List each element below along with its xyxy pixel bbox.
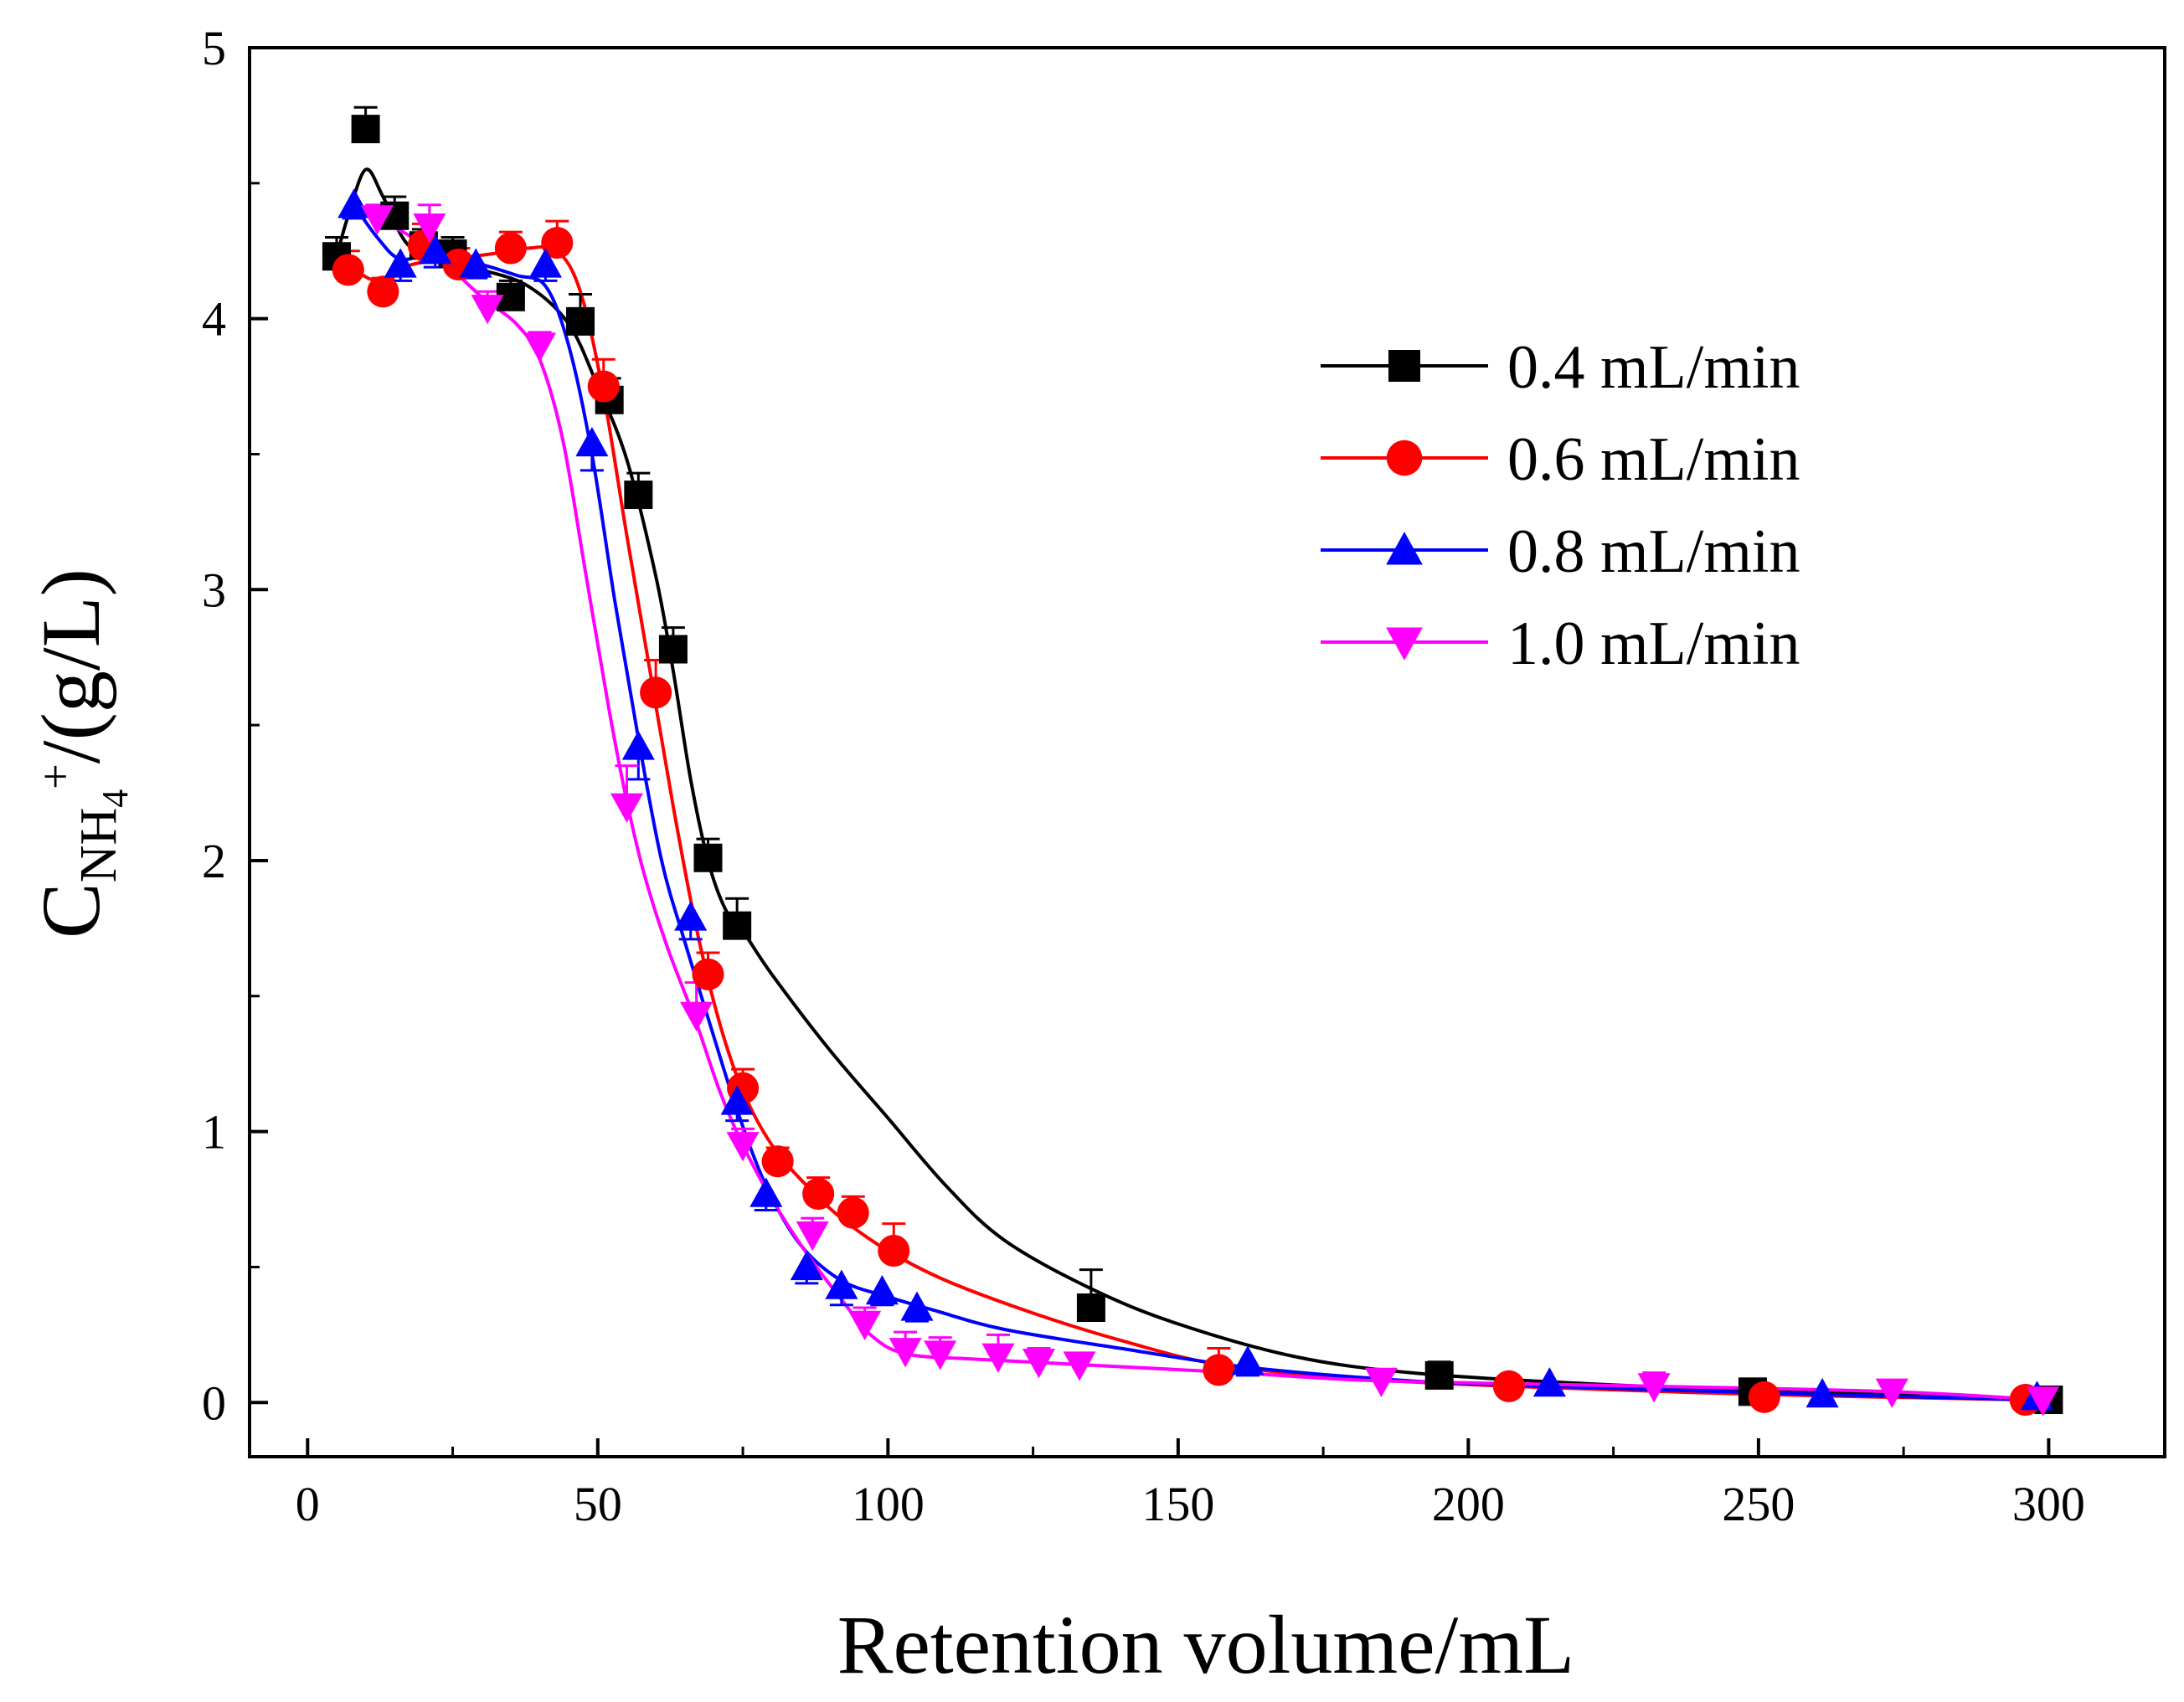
- x-tick-label: 250: [1722, 1477, 1795, 1531]
- data-point-series-3: [796, 1221, 829, 1252]
- y-tick-label: 3: [202, 563, 226, 617]
- data-point-series-1: [761, 1145, 794, 1178]
- data-point-series-3: [1875, 1378, 1908, 1408]
- data-point-series-3: [610, 793, 644, 823]
- error-bars: [324, 105, 2061, 1407]
- data-point-series-1: [1203, 1354, 1235, 1386]
- x-tick-label: 50: [574, 1477, 622, 1531]
- y-tick-label: 0: [202, 1375, 226, 1430]
- data-point-series-3: [726, 1132, 760, 1162]
- y-axis-title-main: C: [24, 882, 117, 938]
- data-point-series-0: [624, 481, 653, 510]
- y-axis-title-sup: +: [30, 764, 80, 789]
- data-point-series-2: [790, 1250, 823, 1281]
- y-axis-ticks: 0 1 2 3 4 5: [202, 21, 268, 1430]
- data-point-series-3: [1022, 1349, 1056, 1379]
- data-markers: [322, 115, 2063, 1417]
- y-axis-title-subsub: 4: [95, 789, 136, 808]
- legend-label: 0.6 mL/min: [1507, 425, 1800, 494]
- data-point-series-2: [575, 426, 609, 457]
- x-tick-label: 150: [1141, 1477, 1214, 1531]
- fit-line-series-1: [347, 244, 2026, 1402]
- data-point-series-1: [878, 1234, 910, 1268]
- data-point-series-3: [1063, 1351, 1096, 1381]
- data-point-series-2: [459, 248, 492, 278]
- plot-frame: [248, 46, 2166, 1458]
- data-point-series-1: [541, 226, 574, 260]
- data-point-series-2: [419, 234, 452, 265]
- data-point-series-1: [367, 275, 399, 308]
- data-point-series-2: [900, 1291, 934, 1321]
- data-point-series-0: [351, 115, 380, 144]
- x-axis-title: Retention volume/mL: [837, 1598, 1574, 1691]
- x-tick-label: 200: [1432, 1477, 1505, 1531]
- data-point-series-2: [720, 1085, 754, 1115]
- data-point-series-1: [837, 1196, 869, 1229]
- data-point-series-2: [1805, 1378, 1839, 1408]
- x-axis-ticks: 0 50 100 150 200 250 300: [296, 1438, 2085, 1531]
- data-point-series-0: [693, 843, 723, 872]
- legend-label: 1.0 mL/min: [1507, 609, 1800, 678]
- x-tick-label: 300: [2012, 1477, 2085, 1531]
- data-point-series-3: [889, 1338, 922, 1368]
- data-point-series-0: [1424, 1360, 1454, 1390]
- x-tick-label: 100: [852, 1477, 925, 1531]
- y-tick-label: 2: [202, 834, 226, 888]
- data-point-series-2: [337, 188, 371, 219]
- legend-label: 0.8 mL/min: [1507, 517, 1800, 586]
- data-point-series-0: [1076, 1293, 1105, 1322]
- data-point-series-2: [621, 730, 655, 760]
- legend-marker: [1386, 532, 1423, 565]
- data-point-series-3: [680, 1001, 713, 1031]
- legend-label: 0.4 mL/min: [1507, 333, 1800, 402]
- data-point-series-2: [1532, 1367, 1566, 1397]
- y-tick-label: 1: [202, 1105, 226, 1160]
- data-point-series-3: [1637, 1373, 1671, 1403]
- y-axis-title-sub: NH: [70, 808, 127, 883]
- data-point-series-3: [1364, 1367, 1398, 1397]
- svg-text:CNH4+/(g/L): CNH4 +/(g/L): [24, 568, 136, 938]
- data-point-series-0: [658, 635, 688, 664]
- data-point-series-3: [924, 1340, 957, 1370]
- data-point-series-2: [674, 901, 708, 931]
- y-tick-label: 4: [202, 292, 226, 347]
- data-point-series-3: [413, 213, 446, 244]
- data-point-series-2: [749, 1177, 783, 1207]
- data-point-series-3: [360, 205, 394, 235]
- y-axis-title: CNH4 +/(g/L): [24, 568, 136, 938]
- data-point-series-2: [1231, 1345, 1265, 1375]
- data-point-series-0: [723, 911, 752, 940]
- data-point-series-1: [1748, 1381, 1780, 1413]
- data-point-series-3: [2026, 1386, 2060, 1417]
- data-point-series-1: [692, 958, 724, 990]
- legend-marker: [1388, 350, 1420, 382]
- data-point-series-1: [587, 370, 620, 403]
- data-point-series-3: [523, 332, 557, 363]
- data-point-series-1: [640, 676, 672, 709]
- data-point-series-2: [528, 248, 562, 278]
- x-tick-label: 0: [296, 1477, 320, 1531]
- data-point-series-1: [1492, 1370, 1525, 1402]
- data-point-series-3: [848, 1310, 882, 1340]
- y-tick-label: 5: [202, 21, 226, 75]
- legend-marker: [1386, 627, 1423, 661]
- legend-marker: [1386, 440, 1423, 476]
- data-point-series-2: [865, 1275, 899, 1305]
- data-point-series-1: [494, 232, 527, 265]
- data-point-series-3: [471, 295, 504, 325]
- data-point-series-3: [981, 1343, 1015, 1373]
- data-point-series-2: [384, 248, 417, 278]
- data-point-series-2: [825, 1269, 858, 1299]
- y-axis-title-tail: /(g/L): [24, 568, 117, 764]
- legend: 0.4 mL/min 0.6 mL/min 0.8 mL/min 1.0 mL/min: [1321, 333, 1800, 678]
- data-point-series-1: [802, 1178, 835, 1211]
- data-point-series-0: [566, 306, 595, 336]
- data-point-series-1: [332, 254, 364, 286]
